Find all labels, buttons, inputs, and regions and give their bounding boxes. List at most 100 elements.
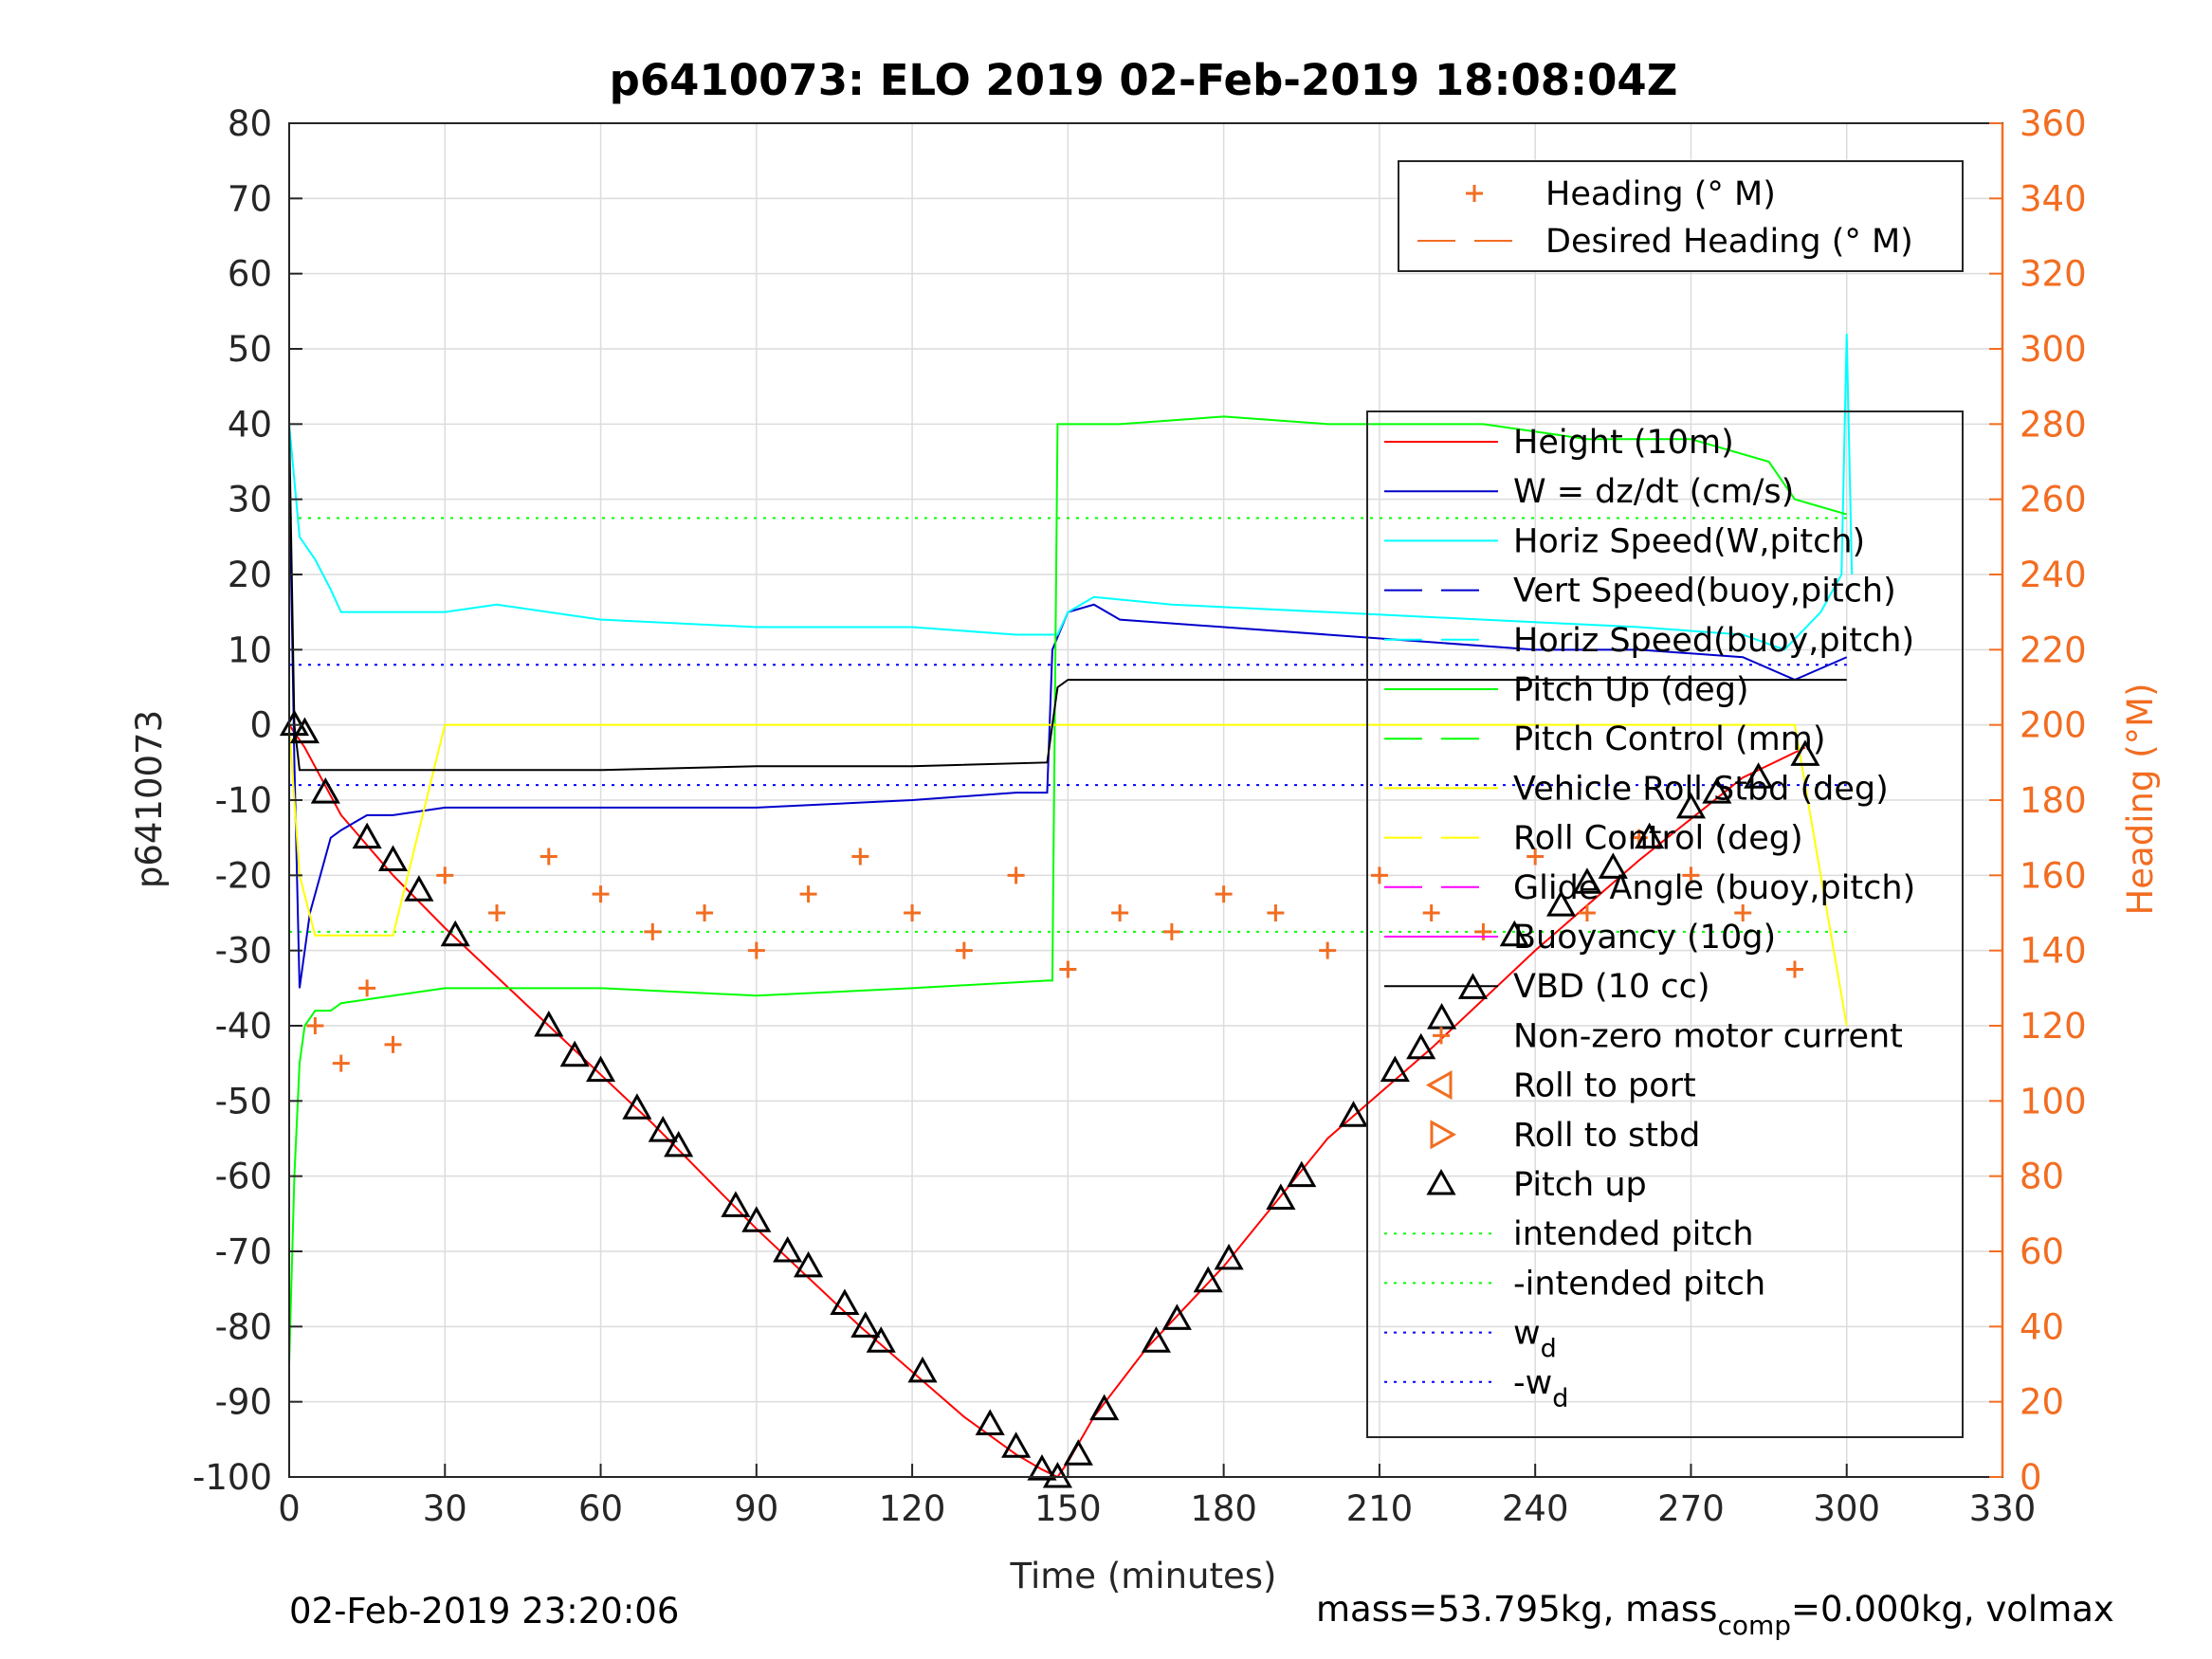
y2-tick-label: 80 <box>2020 1157 2064 1197</box>
y2-tick-label: 220 <box>2020 629 2087 670</box>
heading-point <box>1267 904 1285 921</box>
pitch-up-marker <box>1141 1326 1172 1353</box>
footer-timestamp: 02-Feb-2019 23:20:06 <box>289 1591 679 1632</box>
pitch-up-marker <box>794 1250 824 1278</box>
heading-point <box>851 848 869 866</box>
heading-point <box>747 941 765 959</box>
heading-point <box>1734 904 1752 921</box>
pitch-up-marker <box>1338 1101 1369 1127</box>
pitch-up-marker <box>377 845 409 871</box>
y-tick-label: 80 <box>228 103 272 144</box>
y2-tick-label: 320 <box>2020 254 2087 295</box>
y-tick-label: 10 <box>228 629 272 670</box>
legend-heading: Heading (° M) Desired Heading (° M) <box>1398 160 1964 272</box>
heading-point <box>696 904 714 921</box>
legend-main-label: Pitch Control (mm) <box>1513 720 1825 758</box>
pitch-up-marker <box>741 1206 772 1232</box>
heading-point <box>644 922 662 940</box>
y-axis-label: p6410073 <box>129 710 170 888</box>
pitch-up-marker <box>1214 1243 1244 1270</box>
x-tick-label: 330 <box>1969 1488 2037 1529</box>
y-tick-label: -60 <box>215 1157 272 1197</box>
heading-point <box>1370 866 1388 884</box>
pitch-up-marker <box>1042 1461 1072 1488</box>
legend-main-box <box>1366 410 1964 1438</box>
tick-labels: 0 30 60 90 120 150 180 210 240 270 300 330807060504… <box>192 103 2087 1529</box>
y2-tick-label: 300 <box>2020 329 2087 370</box>
x-tick-label: 210 <box>1346 1488 1414 1529</box>
y2-tick-label: 280 <box>2020 404 2087 445</box>
y-tick-label: -70 <box>215 1231 272 1272</box>
x-tick-label: 180 <box>1190 1488 1257 1529</box>
y2-tick-label: 40 <box>2020 1306 2064 1347</box>
y-tick-label: 60 <box>228 254 272 295</box>
series-height-10m <box>288 724 1806 1479</box>
pitch-up-marker <box>1380 1055 1410 1083</box>
heading-point <box>1526 848 1545 866</box>
legend-main-label: intended pitch <box>1513 1215 1754 1253</box>
marker-layer <box>279 709 1820 1488</box>
pitch-up-marker <box>310 777 340 804</box>
series-layer <box>288 334 1854 1479</box>
heading-point <box>592 885 610 903</box>
legend-heading-label: Desired Heading (° M) <box>1545 223 1913 261</box>
pitch-up-marker <box>1702 777 1732 804</box>
pitch-up-marker <box>664 1130 694 1158</box>
y-tick-label: -80 <box>215 1306 272 1347</box>
y2-tick-label: 60 <box>2020 1231 2064 1272</box>
y2-tick-label: 240 <box>2020 555 2087 595</box>
pitch-up-marker <box>1193 1266 1223 1293</box>
legend-main-label: Buoyancy (10g) <box>1513 919 1776 957</box>
legend-main-label: -wd <box>1513 1364 1568 1413</box>
x-axis-label: Time (minutes) <box>1010 1556 1277 1596</box>
y-tick-label: -90 <box>215 1382 272 1423</box>
pitch-up-marker <box>1635 822 1665 849</box>
pitch-up-marker <box>1266 1183 1296 1210</box>
reference-lines <box>289 517 1847 933</box>
legend-main-label: Roll to port <box>1513 1067 1696 1105</box>
y2-axis-label: Heading (°M) <box>2120 683 2161 915</box>
pitch-up-marker <box>773 1235 803 1263</box>
y2-tick-label: 120 <box>2020 1006 2087 1047</box>
pitch-up-marker <box>721 1191 751 1217</box>
y2-tick-label: 100 <box>2020 1081 2087 1121</box>
x-tick-label: 60 <box>578 1488 623 1529</box>
heading-point <box>904 904 922 921</box>
heading-point <box>1111 904 1129 921</box>
pitch-up-marker <box>975 1409 1005 1435</box>
pitch-up-marker <box>289 717 320 744</box>
x-tick-label: 300 <box>1813 1488 1880 1529</box>
legend-main-label: Horiz Speed(W,pitch) <box>1513 522 1865 560</box>
pitch-up-marker <box>1287 1160 1317 1188</box>
legend-main-label: Pitch Up (deg) <box>1513 671 1749 709</box>
heading-point <box>1474 922 1492 940</box>
pitch-up-marker <box>279 709 310 737</box>
heading-point <box>1215 885 1233 903</box>
legend-swatch-tri-right <box>1430 1120 1457 1150</box>
heading-point <box>1007 866 1025 884</box>
legend-main-label-sub: d <box>1541 1335 1557 1364</box>
heading-point <box>358 979 376 997</box>
heading-point <box>1162 922 1180 940</box>
y2-tick-label: 0 <box>2020 1457 2042 1498</box>
legend-swatch-tri-left <box>1425 1070 1453 1101</box>
pitch-up-marker <box>1790 739 1820 766</box>
y-tick-label: -30 <box>215 931 272 972</box>
y2-tick-label: 20 <box>2020 1382 2064 1423</box>
series-w-dz-dt-cm-s <box>288 461 1848 989</box>
pitch-up-marker <box>1161 1304 1192 1330</box>
legend-main-label: -intended pitch <box>1513 1265 1765 1303</box>
y-tick-label: 0 <box>249 705 272 746</box>
x-tick-label: 240 <box>1502 1488 1569 1529</box>
heading-point <box>1578 904 1596 921</box>
pitch-up-marker <box>559 1040 590 1067</box>
heading-point <box>436 866 454 884</box>
pitch-up-marker <box>404 875 434 902</box>
x-tick-label: 120 <box>879 1488 946 1529</box>
legend-heading-box <box>1398 160 1964 272</box>
pitch-up-marker <box>1089 1394 1120 1421</box>
pitch-up-marker <box>1001 1431 1032 1458</box>
series-pitch-up-deg <box>288 415 1848 1365</box>
series-vbd-10-cc <box>288 424 1847 772</box>
y-tick-label: -20 <box>215 855 272 896</box>
